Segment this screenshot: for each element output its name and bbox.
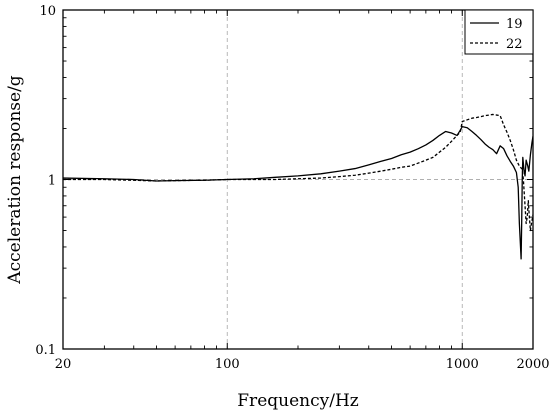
series-line-22 bbox=[63, 113, 533, 232]
x-tick-label: 100 bbox=[215, 357, 240, 372]
x-tick-label: 20 bbox=[55, 357, 72, 372]
y-axis-title: Acceleration response/g bbox=[5, 75, 25, 284]
legend-label-22: 22 bbox=[506, 37, 523, 52]
series-line-19 bbox=[63, 126, 533, 260]
tick-labels: 20 100 1000 2000 0.1 1 10 bbox=[35, 4, 549, 372]
x-axis-title: Frequency/Hz bbox=[237, 391, 359, 411]
y-tick-label: 0.1 bbox=[35, 343, 56, 358]
x-tick-label: 1000 bbox=[446, 357, 479, 372]
y-tick-label: 1 bbox=[48, 174, 56, 189]
series-layer bbox=[63, 113, 533, 260]
legend-label-19: 19 bbox=[506, 17, 523, 32]
legend-box bbox=[464, 9, 534, 55]
x-tick-label: 2000 bbox=[516, 357, 549, 372]
y-tick-label: 10 bbox=[39, 4, 56, 19]
